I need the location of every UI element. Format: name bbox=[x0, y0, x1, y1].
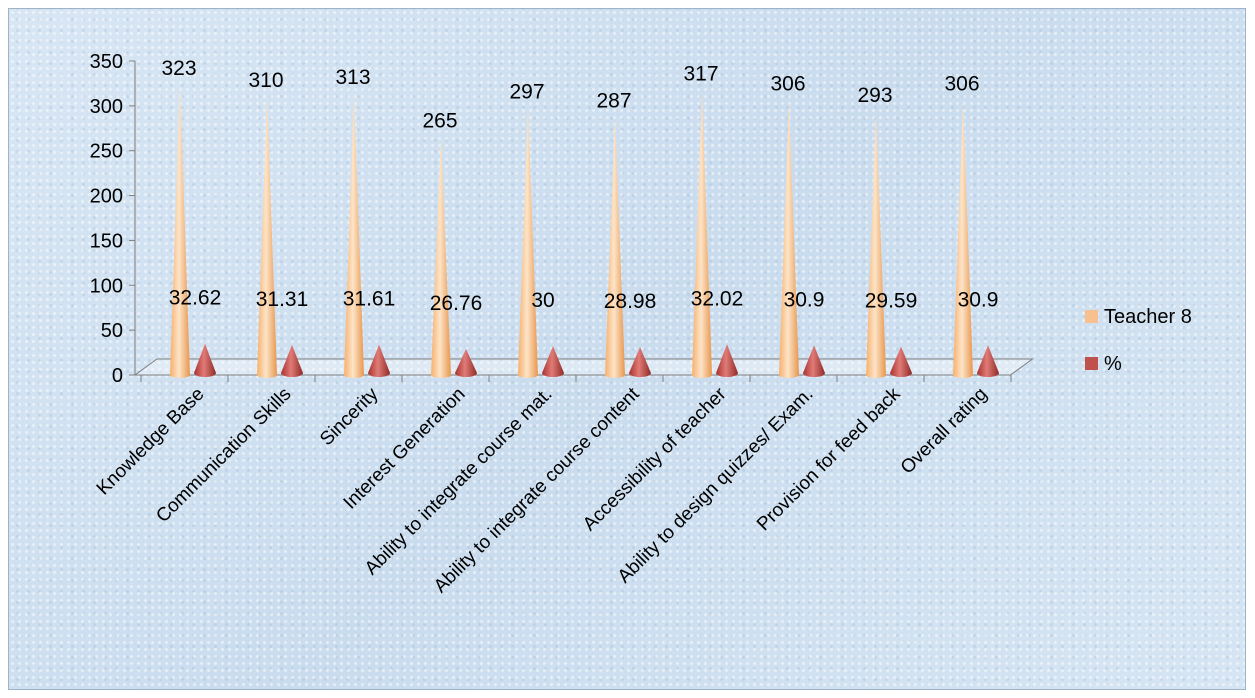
data-label-percent: 32.02 bbox=[691, 287, 744, 310]
cone-teacher-8 bbox=[257, 96, 277, 378]
cone-teacher-8 bbox=[431, 137, 451, 378]
category-label: Accessibility of teacher bbox=[579, 383, 731, 535]
data-label-teacher-8: 317 bbox=[683, 63, 718, 86]
data-label-teacher-8: 297 bbox=[509, 81, 544, 104]
data-label-percent: 28.98 bbox=[604, 290, 657, 313]
data-label-teacher-8: 306 bbox=[944, 72, 979, 95]
data-label-percent: 29.59 bbox=[865, 289, 918, 312]
value-axis: 0 50 100 150 200 250 300 350 bbox=[90, 51, 136, 387]
value-tick-label: 200 bbox=[90, 186, 123, 208]
cone-percent bbox=[542, 346, 564, 377]
cone-teacher-8 bbox=[518, 108, 538, 378]
legend: Teacher 8% bbox=[1085, 306, 1192, 375]
data-label-percent: 30.9 bbox=[784, 288, 825, 311]
value-tick-label: 100 bbox=[90, 275, 123, 297]
data-labels: 323 32.62 310 31.31 313 31.61 265 26.76 297 30 287… bbox=[161, 57, 998, 315]
data-label-teacher-8: 313 bbox=[335, 66, 370, 89]
cone-percent bbox=[629, 347, 651, 377]
legend-swatch bbox=[1085, 310, 1098, 323]
legend-label: % bbox=[1104, 353, 1122, 375]
cone-teacher-8 bbox=[779, 100, 799, 378]
data-label-percent: 31.31 bbox=[256, 288, 309, 311]
value-tick-label: 350 bbox=[90, 51, 123, 73]
value-tick-label: 150 bbox=[90, 230, 123, 252]
cone-teacher-8 bbox=[866, 112, 886, 378]
category-label: Sincerity bbox=[316, 383, 383, 450]
value-tick-label: 300 bbox=[90, 96, 123, 118]
data-label-teacher-8: 265 bbox=[422, 109, 457, 132]
data-label-percent: 30.9 bbox=[958, 288, 999, 311]
data-label-percent: 32.62 bbox=[169, 287, 222, 310]
value-tick-label: 0 bbox=[112, 365, 123, 387]
data-label-percent: 30 bbox=[531, 289, 554, 312]
cone-percent bbox=[368, 344, 390, 377]
cone-teacher-8 bbox=[344, 94, 364, 379]
cone-percent bbox=[716, 344, 738, 377]
cone-percent bbox=[890, 346, 912, 377]
data-label-teacher-8: 323 bbox=[161, 57, 196, 80]
plot-area bbox=[170, 85, 999, 379]
cone-teacher-8 bbox=[605, 117, 625, 379]
cone-percent bbox=[803, 345, 825, 377]
value-tick-label: 50 bbox=[101, 320, 123, 342]
category-label: Provision for feed back bbox=[753, 383, 905, 535]
cone-teacher-8 bbox=[170, 85, 190, 379]
value-tick-label: 250 bbox=[90, 141, 123, 163]
data-label-teacher-8: 306 bbox=[770, 72, 805, 95]
cone-teacher-8 bbox=[692, 90, 712, 378]
data-label-percent: 26.76 bbox=[430, 292, 483, 315]
cone-teacher-8 bbox=[953, 100, 973, 378]
category-label: Overall rating bbox=[897, 384, 992, 479]
cone-percent bbox=[281, 344, 303, 377]
legend-label: Teacher 8 bbox=[1104, 306, 1192, 328]
data-label-teacher-8: 310 bbox=[248, 69, 283, 92]
cone-percent bbox=[194, 343, 216, 377]
data-label-percent: 31.61 bbox=[343, 288, 396, 311]
cone-percent bbox=[455, 348, 477, 377]
cone-chart: 0 50 100 150 200 250 300 350 323 32.62 310 31.31 31… bbox=[90, 51, 1192, 597]
legend-swatch bbox=[1085, 357, 1098, 370]
cone-percent bbox=[977, 345, 999, 377]
chart-frame: 0 50 100 150 200 250 300 350 323 32.62 310 31.31 31… bbox=[8, 8, 1246, 690]
category-label: Ability to integrate course mat. bbox=[361, 384, 557, 580]
data-label-teacher-8: 287 bbox=[596, 90, 631, 113]
data-label-teacher-8: 293 bbox=[857, 84, 892, 107]
